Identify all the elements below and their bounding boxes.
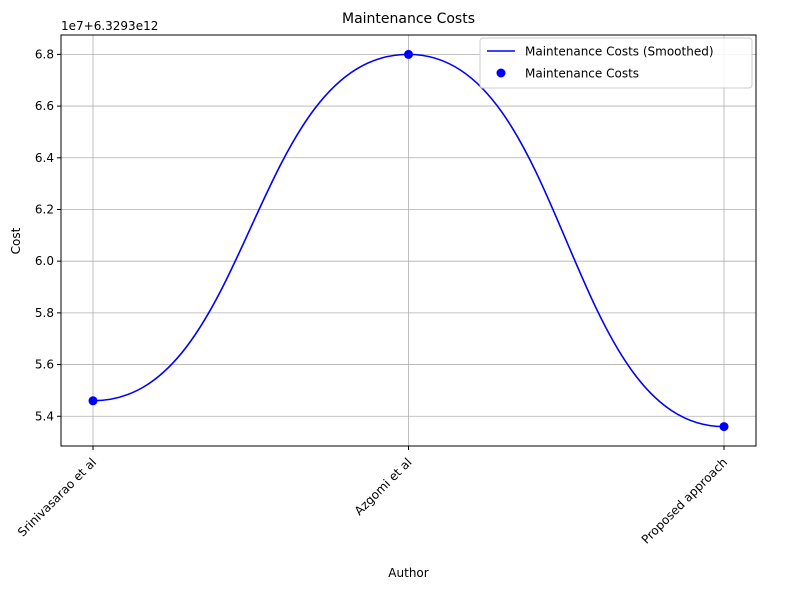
y-tick-label: 5.8 bbox=[35, 306, 54, 320]
chart-title: Maintenance Costs bbox=[342, 11, 475, 27]
series-layer bbox=[88, 49, 729, 432]
y-tick-label: 5.4 bbox=[35, 409, 54, 423]
y-tick-label: 6.2 bbox=[35, 202, 54, 216]
data-point bbox=[719, 422, 729, 432]
y-tick-label: 6.6 bbox=[35, 99, 54, 113]
legend: Maintenance Costs (Smoothed) Maintenance… bbox=[479, 37, 753, 89]
x-axis-label: Author bbox=[388, 566, 428, 580]
y-tick-label: 6.0 bbox=[35, 254, 54, 268]
data-point bbox=[404, 49, 413, 59]
grid bbox=[61, 35, 756, 446]
y-axis-label: Cost bbox=[9, 227, 23, 254]
legend-box bbox=[479, 37, 753, 89]
y-axis: 5.4 5.6 5.8 6.0 6.2 6.4 6.6 6.8 bbox=[35, 47, 61, 423]
legend-label-smoothed: Maintenance Costs (Smoothed) bbox=[525, 45, 714, 59]
y-tick-label: 6.8 bbox=[35, 47, 54, 61]
y-tick-label: 6.4 bbox=[35, 151, 54, 165]
y-offset-label: 1e7+6.3293e12 bbox=[61, 19, 158, 33]
y-tick-label: 5.6 bbox=[35, 358, 54, 372]
data-point bbox=[88, 396, 98, 406]
legend-marker-swatch bbox=[496, 68, 506, 78]
legend-label-points: Maintenance Costs bbox=[525, 67, 639, 81]
